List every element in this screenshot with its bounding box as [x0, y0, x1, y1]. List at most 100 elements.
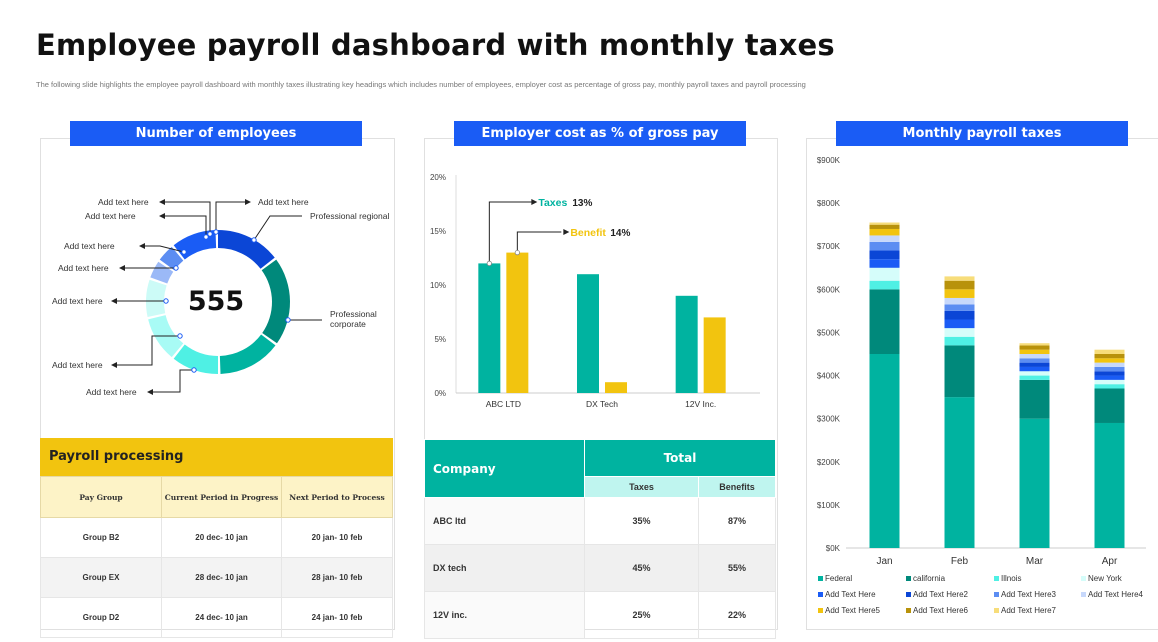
col-current-period: Current Period in Progress [161, 476, 282, 518]
stacked-segment [1019, 362, 1050, 367]
y-tick-label: $700K [817, 242, 841, 251]
donut-connector-dot [213, 229, 219, 235]
annotation-label: Taxes [538, 197, 567, 209]
annotation-dot [486, 260, 492, 267]
stacked-segment [944, 310, 975, 320]
stacked-segment [1094, 358, 1125, 363]
legend-swatch [994, 592, 999, 597]
current-period-cell: 28 dec- 10 jan [161, 557, 282, 598]
y-tick-label: $400K [817, 372, 841, 381]
donut-connector [159, 199, 211, 234]
stacked-segment [869, 224, 900, 229]
donut-connector-dot [181, 249, 187, 255]
y-tick-label: $500K [817, 328, 841, 337]
legend-label: Add Text Here3 [1001, 590, 1057, 599]
donut-connector-dot [163, 298, 169, 304]
donut-total: 555 [187, 286, 245, 317]
y-tick-label: 10% [430, 281, 446, 290]
x-tick-label: Mar [1026, 556, 1044, 567]
table-row: DX tech 45% 55% [424, 544, 776, 592]
y-tick-label: $100K [817, 501, 841, 510]
legend-label: Add Text Here6 [913, 606, 969, 615]
legend-swatch [1081, 576, 1086, 581]
donut-label: Professional corporate [330, 309, 377, 329]
donut-connector [253, 215, 302, 241]
legend-swatch [994, 608, 999, 613]
stacked-segment [869, 354, 900, 548]
annotation-value: 14% [610, 228, 630, 239]
donut-segment [218, 230, 275, 269]
donut-connector [111, 335, 180, 368]
legend-swatch [1081, 592, 1086, 597]
annotation-dot [514, 250, 520, 256]
pay-group-cell: Group EX [40, 557, 162, 598]
col-company: Company [424, 439, 585, 498]
x-tick-label: ABC LTD [486, 399, 521, 409]
bar-benefit [605, 382, 627, 393]
donut-connector-dot [203, 234, 209, 240]
donut-connector-dot [173, 265, 179, 271]
stacked-segment [1094, 384, 1125, 389]
benefits-cell: 22% [698, 591, 776, 639]
donut-label: Add text here [64, 241, 115, 251]
stacked-segment [1019, 366, 1050, 372]
employees-donut: Add text here Add text here Add text here P… [52, 197, 389, 397]
legend-label: Add Text Here4 [1088, 590, 1144, 599]
col-pay-group: Pay Group [40, 476, 162, 518]
stacked-segment [1094, 362, 1125, 367]
employer-cost-chart: 0% 5% 10% 15% 20% ABC LTD DX Tech 12V Inc. Taxes… [430, 173, 760, 409]
stacked-segment [1094, 388, 1125, 423]
stacked-segment [1094, 422, 1125, 548]
company-table: Company Total Taxes Benefits ABC ltd 35%… [424, 439, 776, 639]
donut-connector-dot [285, 317, 291, 323]
donut-connector [159, 213, 207, 237]
donut-connector-dot [191, 367, 197, 373]
legend-swatch [818, 608, 823, 613]
stacked-segment [1019, 379, 1050, 419]
company-name-cell: ABC ltd [424, 497, 585, 545]
taxes-cell: 45% [584, 544, 699, 592]
legend-label: california [913, 574, 946, 583]
benefits-cell: 87% [698, 497, 776, 545]
stacked-segment [869, 228, 900, 236]
stacked-segment [1094, 366, 1125, 372]
y-tick-label: $300K [817, 415, 841, 424]
taxes-cell: 35% [584, 497, 699, 545]
page-title: Employee payroll dashboard with monthly … [36, 28, 835, 62]
stacked-segment [869, 280, 900, 290]
bar-benefit [703, 317, 726, 393]
x-tick-label: Jan [876, 556, 892, 567]
monthly-taxes-chart: $0K $100K $200K $300K $400K $500K $600K $700K $8… [817, 156, 1146, 615]
donut-connector-dot [177, 333, 183, 339]
donut-connector [215, 199, 251, 232]
stacked-segment [869, 267, 900, 281]
donut-segment [219, 334, 276, 374]
donut-label: Add text here [86, 387, 137, 397]
donut-connector [139, 243, 185, 253]
legend-swatch [906, 608, 911, 613]
donut-label: Add text here [258, 197, 309, 207]
annotation-line [488, 201, 534, 264]
y-tick-label: 5% [434, 335, 446, 344]
annotation-value: 13% [572, 198, 592, 209]
pay-group-cell: Group B2 [40, 517, 162, 558]
table-row: ABC ltd 35% 87% [424, 497, 776, 545]
stacked-segment [944, 304, 975, 311]
y-tick-label: 15% [430, 227, 446, 236]
stacked-segment [1019, 375, 1050, 380]
y-tick-label: $200K [817, 458, 841, 467]
legend-label: Add Text Here [825, 590, 876, 599]
y-tick-label: $600K [817, 285, 841, 294]
col-benefits: Benefits [698, 476, 776, 498]
legend-swatch [818, 576, 823, 581]
annotation-arrow [563, 229, 570, 235]
donut-label: Add text here [58, 263, 109, 273]
stacked-segment [1019, 349, 1050, 354]
stacked-segment [1094, 379, 1125, 385]
bar-taxes [478, 263, 501, 393]
stacked-segment [869, 250, 900, 260]
donut-segment [150, 261, 174, 284]
stacked-segment [944, 397, 975, 548]
donut-segment [159, 246, 184, 271]
table-row: Group EX 28 dec- 10 jan 28 jan- 10 feb [40, 557, 393, 598]
